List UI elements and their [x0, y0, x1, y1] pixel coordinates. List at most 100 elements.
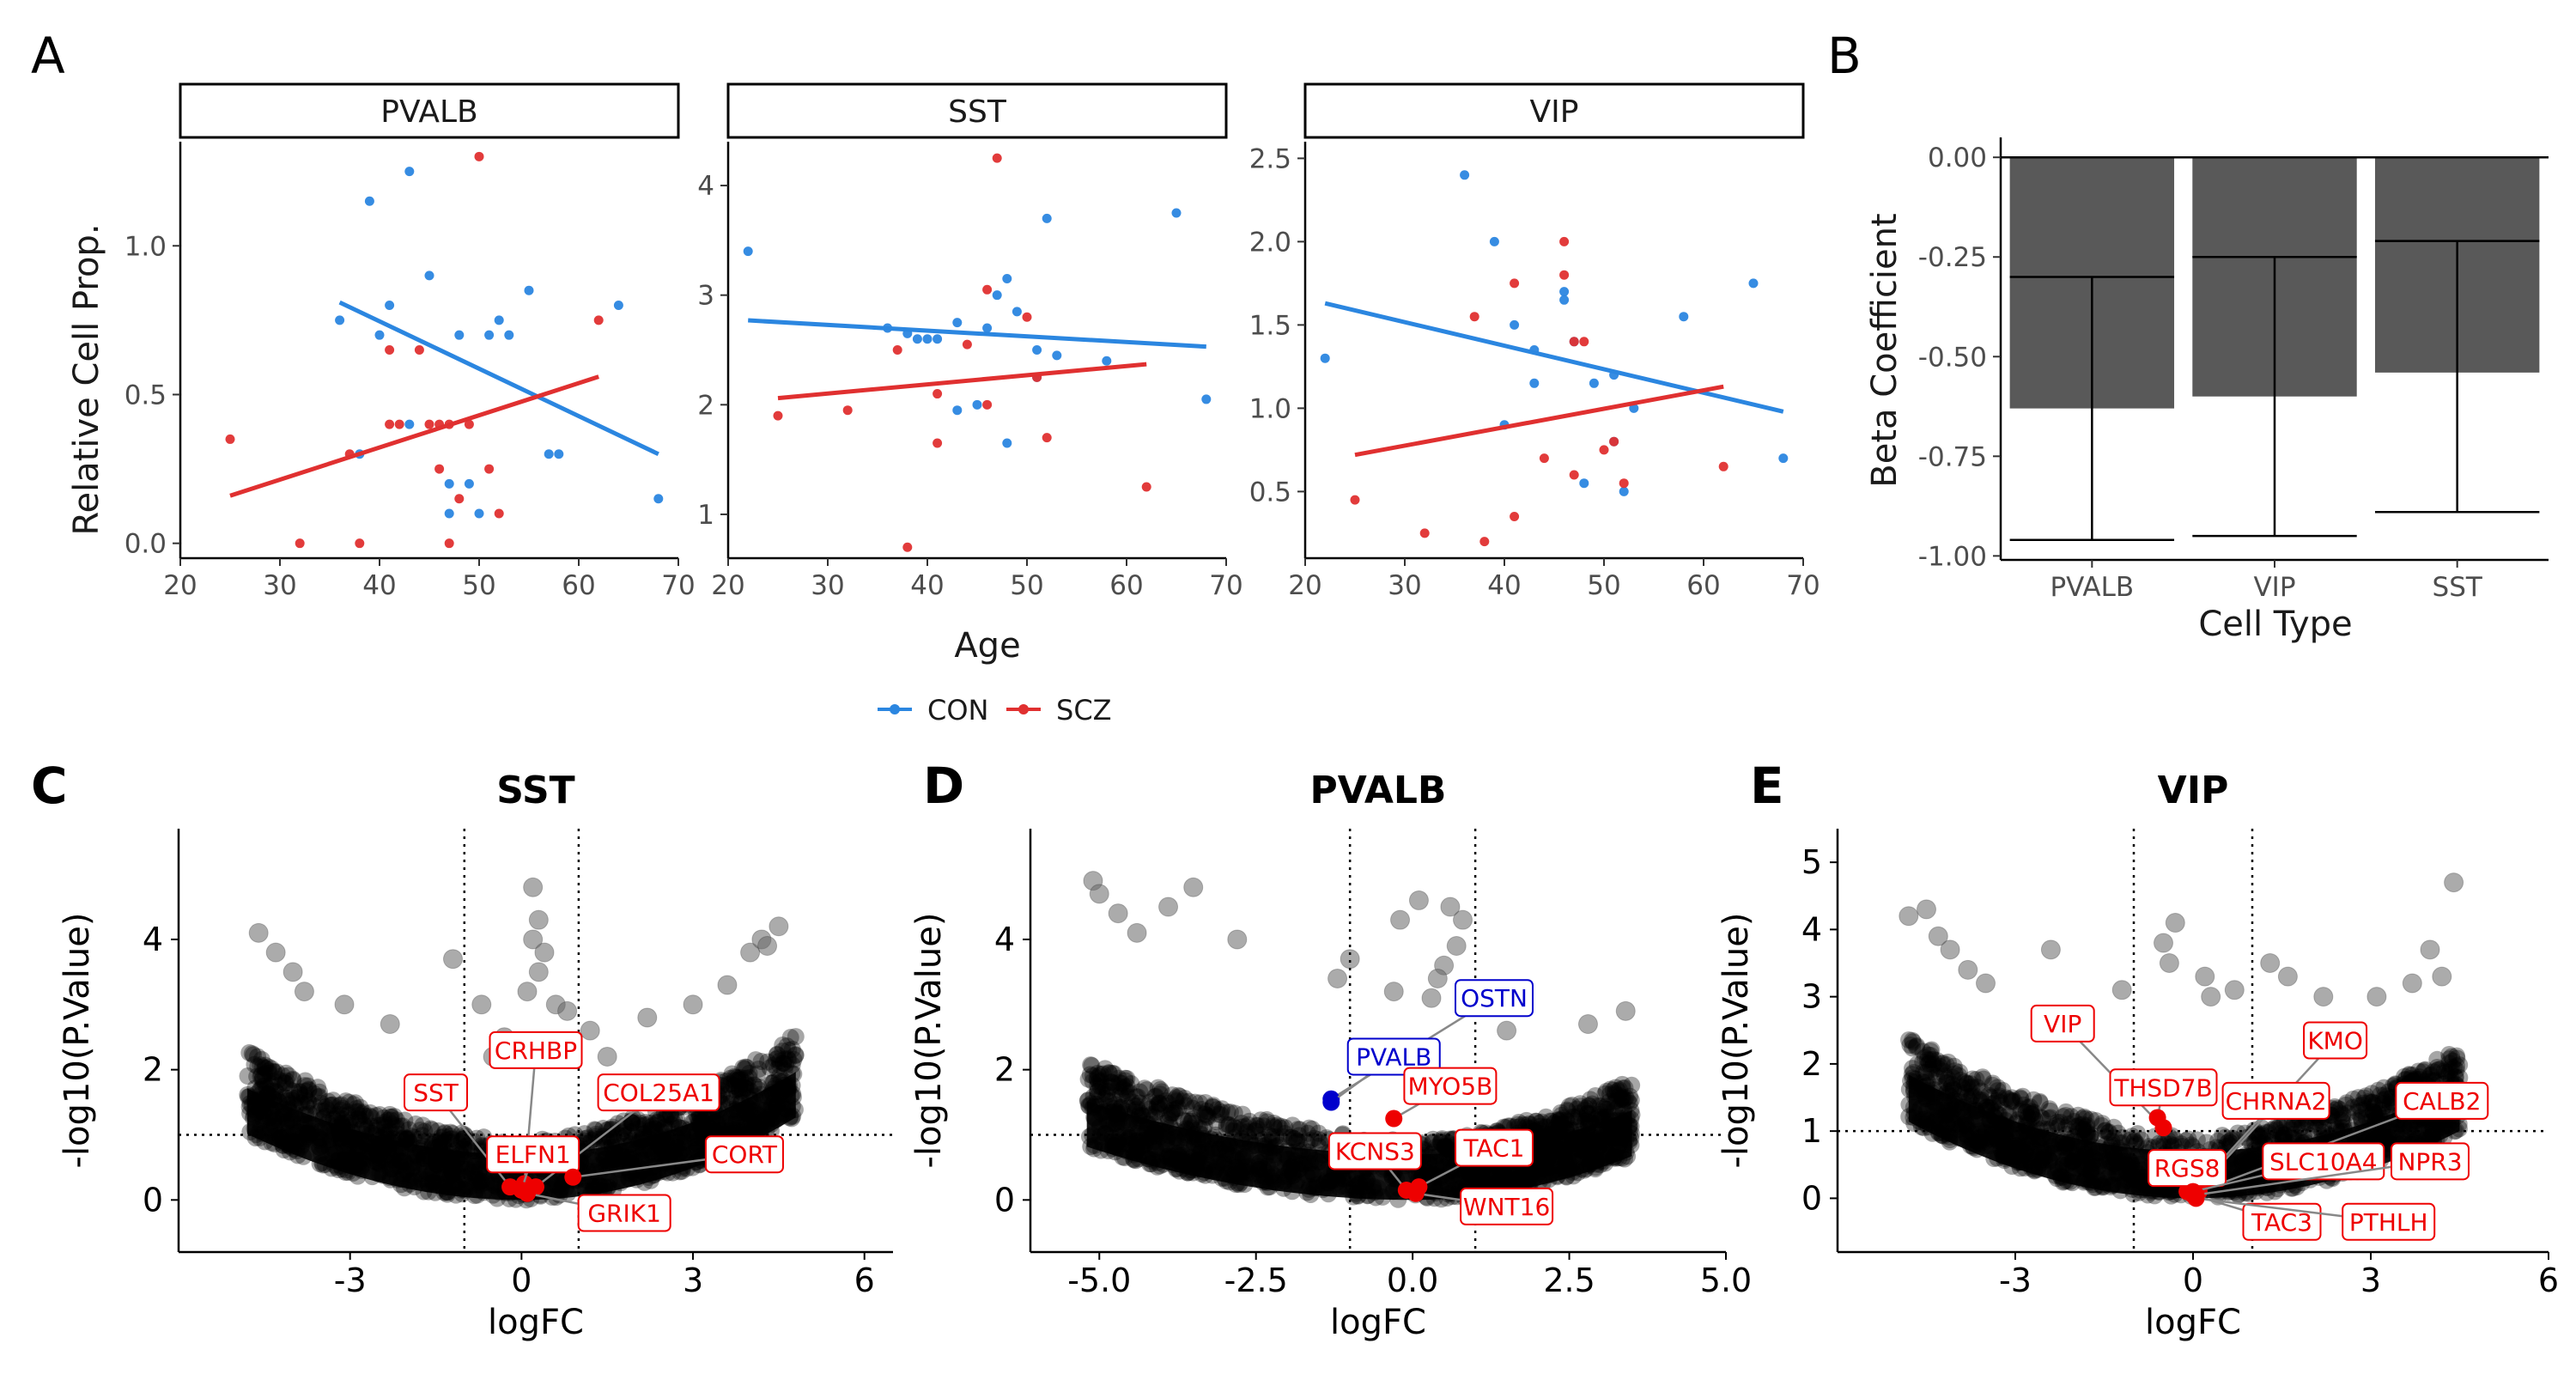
gene-point	[333, 1099, 351, 1117]
gene-point	[1255, 1117, 1273, 1135]
gene-point	[1340, 949, 1360, 970]
scz-point	[295, 538, 305, 549]
gene-point	[1927, 1068, 1945, 1086]
gene-point	[1552, 1106, 1571, 1124]
gene-point	[1236, 1117, 1254, 1135]
gene-point	[432, 1134, 450, 1152]
scz-point	[494, 508, 504, 519]
gene-point	[2331, 1101, 2349, 1119]
gene-point	[1089, 1083, 1107, 1101]
con-fit-line	[1324, 301, 1784, 414]
gene-point	[422, 1120, 440, 1138]
gene-point	[1148, 1097, 1166, 1115]
gene-point	[582, 1131, 600, 1149]
gene-point	[523, 929, 544, 950]
gene-point	[273, 1067, 291, 1085]
gene-point	[347, 1103, 365, 1121]
scz-point	[1479, 537, 1490, 547]
scz-point	[773, 410, 783, 421]
gene-point	[1152, 1083, 1170, 1101]
con-point	[404, 419, 415, 429]
gene-point	[276, 1064, 295, 1082]
y-axis-label: -log10(P.Value)	[909, 913, 949, 1169]
gene-point	[1143, 1105, 1161, 1123]
gene-point	[1972, 1091, 1990, 1110]
gene-point	[2274, 1128, 2292, 1146]
x-tick-label: 50	[1010, 570, 1043, 601]
gene-point	[1196, 1105, 1214, 1123]
gene-point	[436, 1125, 454, 1143]
gene-point	[783, 1056, 801, 1074]
gene-point	[1937, 1055, 1955, 1073]
gene-point	[1111, 1085, 1129, 1103]
gene-point	[1522, 1116, 1540, 1134]
gene-point	[1613, 1079, 1631, 1097]
gene-point	[1554, 1109, 1572, 1127]
gene-point	[2376, 1086, 2394, 1104]
gene-point	[2440, 1055, 2458, 1073]
gene-point	[341, 1110, 359, 1128]
gene-point	[1127, 922, 1147, 943]
x-tick-label: 70	[1209, 570, 1242, 601]
gene-point	[2021, 1098, 2039, 1116]
gene-point	[342, 1111, 360, 1129]
gene-point	[2114, 1128, 2132, 1146]
gene-point	[616, 1128, 634, 1146]
gene-point	[774, 1037, 792, 1055]
gene-label-ostn: OSTN	[1461, 984, 1528, 1012]
x-tick-label: 40	[1487, 570, 1521, 601]
gene-point	[1592, 1103, 1610, 1121]
gene-point	[254, 1069, 272, 1087]
facet-strip	[179, 82, 680, 139]
gene-point	[2448, 1057, 2466, 1075]
gene-point	[1225, 1104, 1243, 1122]
gene-point	[274, 1073, 292, 1091]
gene-point	[1517, 1111, 1535, 1129]
gene-label-box	[1403, 1067, 1498, 1105]
gene-point	[736, 1079, 754, 1097]
gene-point	[2132, 1131, 2150, 1149]
gene-point-grik1	[519, 1184, 537, 1202]
gene-point	[1274, 1128, 1292, 1146]
gene-point	[649, 1114, 667, 1132]
scz-point	[1609, 436, 1619, 447]
gene-point	[284, 1071, 302, 1089]
gene-point	[2285, 1125, 2303, 1143]
gene-point	[2275, 1129, 2293, 1147]
gene-point	[610, 1126, 628, 1144]
gene-point	[1408, 890, 1429, 910]
gene-point	[1100, 1064, 1118, 1082]
gene-point	[1606, 1098, 1624, 1116]
gene-point	[1199, 1106, 1217, 1124]
gene-point	[749, 1065, 767, 1083]
gene-point	[1122, 1075, 1140, 1093]
gene-point	[734, 1059, 752, 1077]
gene-point	[372, 1116, 390, 1134]
gene-point	[732, 1071, 750, 1089]
gene-point	[780, 1041, 798, 1059]
gene-point	[348, 1099, 366, 1117]
x-tick-label: -3	[1999, 1262, 2032, 1299]
gene-point	[1567, 1112, 1585, 1130]
gene-point	[1424, 1130, 1442, 1148]
y-tick-label: 5	[1801, 843, 1822, 881]
con-point	[1629, 403, 1639, 413]
gene-point	[455, 1126, 473, 1144]
gene-point	[277, 1072, 295, 1090]
gene-point	[719, 1075, 737, 1093]
gene-point	[1611, 1081, 1629, 1099]
gene-point	[1622, 1091, 1640, 1110]
gene-point	[1208, 1101, 1226, 1119]
gene-point	[1191, 1094, 1209, 1112]
gene-point	[1423, 1134, 1441, 1152]
panel-b-ylabel: Beta Coefficient	[1865, 213, 1905, 487]
gene-point	[295, 1088, 313, 1106]
gene-point	[2240, 1132, 2258, 1150]
gene-point	[1571, 1095, 1589, 1113]
gene-point	[1509, 1116, 1527, 1134]
gene-point	[2032, 1109, 2050, 1127]
gene-point	[375, 1114, 393, 1132]
gene-point	[1168, 1100, 1186, 1118]
gene-point	[1081, 1066, 1099, 1084]
